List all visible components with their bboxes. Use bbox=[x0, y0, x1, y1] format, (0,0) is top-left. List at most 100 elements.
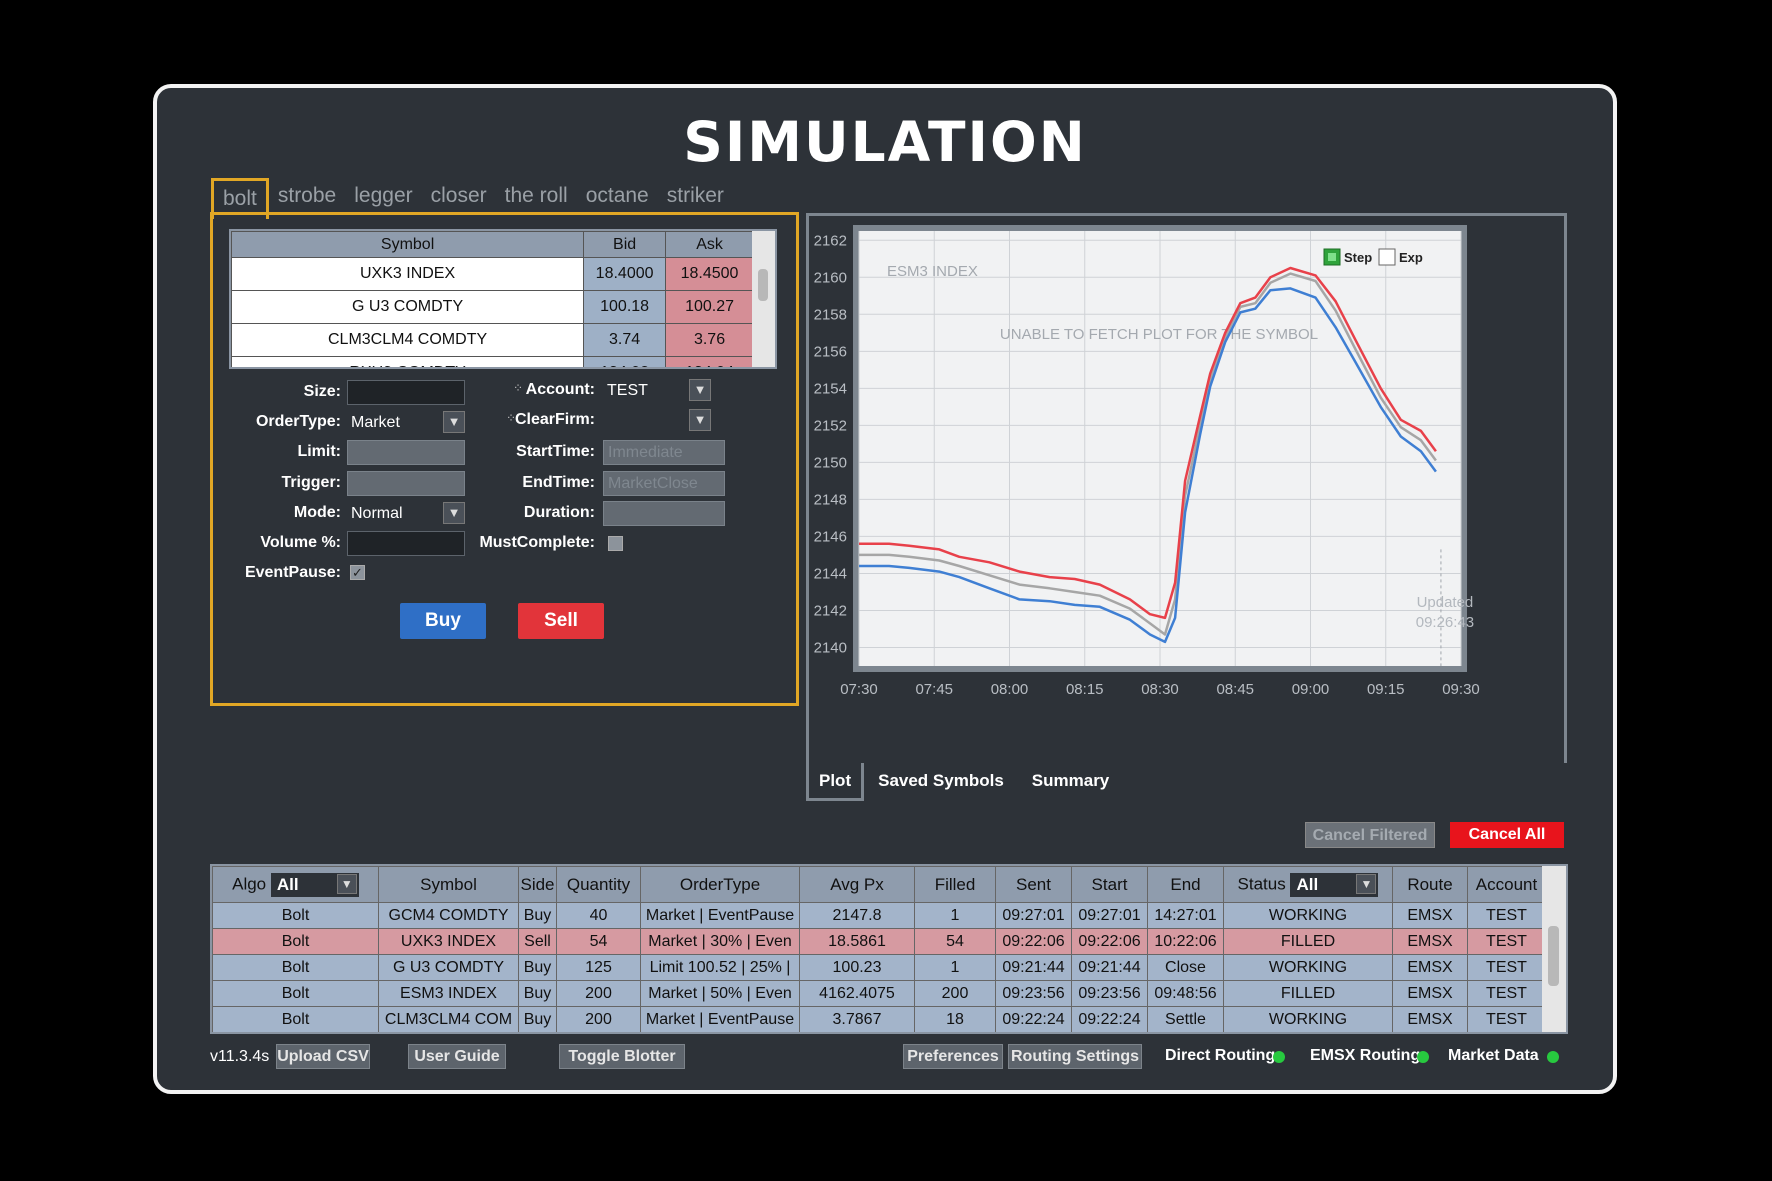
mustcomplete-checkbox[interactable] bbox=[608, 536, 623, 551]
ordertype-column-header[interactable]: OrderType bbox=[640, 866, 800, 903]
scrollbar-thumb[interactable] bbox=[758, 269, 768, 301]
symbol-cell: GCM4 COMDTY bbox=[378, 902, 519, 929]
cancel-filtered-button[interactable]: Cancel Filtered bbox=[1305, 822, 1435, 848]
chevron-down-icon[interactable]: ▼ bbox=[1356, 873, 1377, 894]
chevron-down-icon[interactable]: ▼ bbox=[443, 411, 465, 433]
chevron-down-icon[interactable]: ▼ bbox=[689, 379, 711, 401]
toggle-blotter-button[interactable]: Toggle Blotter bbox=[559, 1044, 685, 1069]
symbol-cell[interactable]: RXU3 COMDTY bbox=[231, 356, 585, 367]
user-guide-button[interactable]: User Guide bbox=[408, 1044, 506, 1069]
symbol-cell[interactable]: G U3 COMDTY bbox=[231, 290, 585, 324]
tab-strobe[interactable]: strobe bbox=[277, 184, 337, 207]
chevron-down-icon[interactable]: ▼ bbox=[443, 502, 465, 524]
algo-tabs: bolt strobe legger closer the roll octan… bbox=[211, 178, 733, 219]
step-legend-check-icon bbox=[1328, 253, 1336, 261]
tab-saved-symbols[interactable]: Saved Symbols bbox=[878, 771, 1004, 790]
order-ticket: Symbol Bid Ask UXK3 INDEX 18.4000 18.450… bbox=[210, 212, 799, 706]
status-cell: WORKING bbox=[1223, 1006, 1393, 1032]
ordertype-cell: Market | 50% | Even bbox=[640, 980, 800, 1007]
blotter-row[interactable]: Bolt ESM3 INDEX Buy 200 Market | 50% | Even 4… bbox=[212, 980, 1546, 1007]
tab-closer[interactable]: closer bbox=[430, 184, 487, 207]
tab-plot[interactable]: Plot bbox=[806, 763, 865, 801]
route-column-header[interactable]: Route bbox=[1392, 866, 1468, 903]
ordertype-select[interactable]: Market ▼ bbox=[347, 410, 465, 436]
bid-header[interactable]: Bid bbox=[583, 231, 667, 258]
upload-csv-button[interactable]: Upload CSV bbox=[276, 1044, 370, 1069]
symbol-grid-scrollbar[interactable] bbox=[752, 231, 775, 367]
mode-select[interactable]: Normal ▼ bbox=[347, 501, 465, 527]
status-header-label: Status bbox=[1237, 873, 1286, 893]
algo-header[interactable]: Algo All ▼ bbox=[212, 866, 379, 903]
symbol-row[interactable]: G U3 COMDTY 100.18 100.27 bbox=[231, 290, 754, 324]
tab-the-roll[interactable]: the roll bbox=[504, 184, 568, 207]
volume-input[interactable] bbox=[347, 531, 465, 556]
account-cell: TEST bbox=[1467, 954, 1546, 981]
route-cell: EMSX bbox=[1392, 902, 1468, 929]
filled-column-header[interactable]: Filled bbox=[914, 866, 996, 903]
blotter-row[interactable]: Bolt UXK3 INDEX Sell 54 Market | 30% | Even 1… bbox=[212, 928, 1546, 955]
sent-column-header[interactable]: Sent bbox=[995, 866, 1072, 903]
routing-settings-button[interactable]: Routing Settings bbox=[1008, 1044, 1142, 1069]
y-tick-label: 2148 bbox=[814, 491, 847, 508]
ordertype-value: Market bbox=[351, 414, 400, 431]
tab-legger[interactable]: legger bbox=[354, 184, 413, 207]
eventpause-checkbox[interactable]: ✓ bbox=[350, 565, 365, 580]
account-column-header[interactable]: Account bbox=[1467, 866, 1546, 903]
symbol-cell[interactable]: UXK3 INDEX bbox=[231, 257, 585, 291]
quantity-column-header[interactable]: Quantity bbox=[556, 866, 641, 903]
end-cell: Settle bbox=[1147, 1006, 1224, 1032]
blotter-scrollbar[interactable] bbox=[1542, 866, 1566, 1032]
sent-cell: 09:27:01 bbox=[995, 902, 1072, 929]
trigger-input[interactable] bbox=[347, 471, 465, 496]
start-cell: 09:22:06 bbox=[1071, 928, 1148, 955]
chevron-down-icon[interactable]: ▼ bbox=[689, 409, 711, 431]
end-column-header[interactable]: End bbox=[1147, 866, 1224, 903]
chevron-down-icon[interactable]: ▼ bbox=[336, 873, 357, 894]
avgpx-cell: 18.5861 bbox=[799, 928, 915, 955]
symbol-row[interactable]: CLM3CLM4 COMDTY 3.74 3.76 bbox=[231, 323, 754, 357]
avgpx-cell: 2147.8 bbox=[799, 902, 915, 929]
start-column-header[interactable]: Start bbox=[1071, 866, 1148, 903]
symbol-column-header[interactable]: Symbol bbox=[378, 866, 519, 903]
blotter-row[interactable]: Bolt CLM3CLM4 COM Buy 200 Market | EventPaus… bbox=[212, 1006, 1546, 1032]
duration-input[interactable] bbox=[603, 501, 725, 526]
exp-legend-checkbox[interactable] bbox=[1378, 248, 1396, 266]
cancel-all-button[interactable]: Cancel All bbox=[1450, 822, 1564, 848]
price-chart[interactable]: 2162 2160 2158 2156 2154 2152 2150 2148 2146 2144… bbox=[809, 216, 1564, 763]
mode-label: Mode: bbox=[293, 504, 341, 521]
size-input[interactable] bbox=[347, 380, 465, 405]
drag-handle-icon[interactable]: ⁘ bbox=[506, 411, 517, 425]
buy-button[interactable]: Buy bbox=[400, 603, 486, 639]
limit-input[interactable] bbox=[347, 440, 465, 465]
sell-button[interactable]: Sell bbox=[518, 603, 604, 639]
side-column-header[interactable]: Side bbox=[518, 866, 557, 903]
endtime-input[interactable]: MarketClose bbox=[603, 471, 725, 496]
preferences-button[interactable]: Preferences bbox=[903, 1044, 1003, 1069]
avgpx-column-header[interactable]: Avg Px bbox=[799, 866, 915, 903]
status-filter-select[interactable]: All ▼ bbox=[1290, 872, 1379, 897]
updated-time: 09:26:43 bbox=[1416, 614, 1474, 631]
symbol-header[interactable]: Symbol bbox=[231, 231, 585, 258]
clearfirm-select[interactable]: ▼ bbox=[603, 408, 711, 434]
status-header[interactable]: Status All ▼ bbox=[1223, 866, 1393, 903]
mode-value: Normal bbox=[351, 505, 403, 522]
algo-filter-select[interactable]: All ▼ bbox=[270, 872, 359, 897]
sent-cell: 09:23:56 bbox=[995, 980, 1072, 1007]
symbol-cell[interactable]: CLM3CLM4 COMDTY bbox=[231, 323, 585, 357]
filled-cell: 18 bbox=[914, 1006, 996, 1032]
filled-cell: 1 bbox=[914, 954, 996, 981]
symbol-row[interactable]: RXU3 COMDTY 134.92 134.94 bbox=[231, 356, 754, 367]
drag-handle-icon[interactable]: ⁘ bbox=[513, 381, 524, 395]
starttime-input[interactable]: Immediate bbox=[603, 440, 725, 465]
tab-octane[interactable]: octane bbox=[585, 184, 649, 207]
ask-header[interactable]: Ask bbox=[665, 231, 754, 258]
tab-striker[interactable]: striker bbox=[666, 184, 724, 207]
direct-routing-status-icon bbox=[1273, 1051, 1285, 1063]
scrollbar-thumb[interactable] bbox=[1548, 926, 1559, 986]
symbol-row[interactable]: UXK3 INDEX 18.4000 18.4500 bbox=[231, 257, 754, 291]
tab-summary[interactable]: Summary bbox=[1031, 771, 1110, 790]
status-filter-value: All bbox=[1296, 874, 1319, 894]
account-select[interactable]: TEST ▼ bbox=[603, 378, 711, 404]
blotter-row[interactable]: Bolt GCM4 COMDTY Buy 40 Market | EventPause 2… bbox=[212, 902, 1546, 929]
blotter-row[interactable]: Bolt G U3 COMDTY Buy 125 Limit 100.52 | 25% … bbox=[212, 954, 1546, 981]
